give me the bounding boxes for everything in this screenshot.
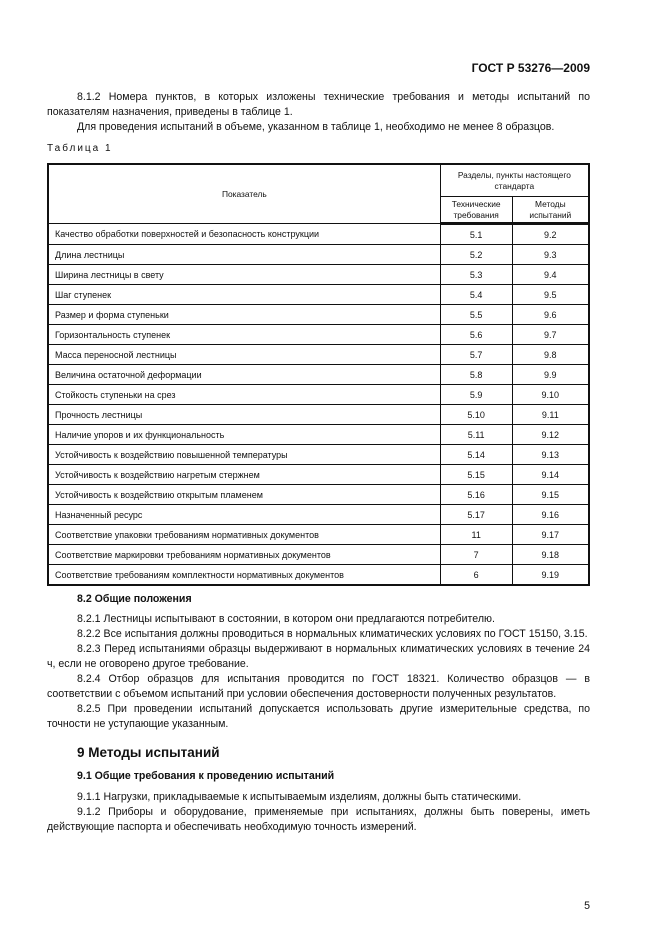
section-title: 9 Методы испытаний bbox=[77, 745, 220, 760]
indicator-cell: Соответствие маркировки требованиям норм… bbox=[47, 544, 441, 565]
paragraph: 9.1.2 Приборы и оборудование, применяемы… bbox=[47, 806, 590, 833]
paragraph-samples: Для проведения испытаний в объеме, указа… bbox=[77, 121, 555, 133]
indicator-cell: Масса переносной лестницы bbox=[47, 344, 441, 365]
indicator-cell: Устойчивость к воздействию повышенной те… bbox=[47, 444, 441, 465]
table-row: Устойчивость к воздействию нагретым стер… bbox=[47, 464, 590, 485]
method-cell: 9.3 bbox=[511, 244, 590, 265]
header-tech-requirements: Технические требования bbox=[439, 196, 513, 225]
tech-cell: 5.2 bbox=[439, 244, 513, 265]
table-row: Устойчивость к воздействию открытым плам… bbox=[47, 484, 590, 505]
subsection-title: 9.1 Общие требования к проведению испыта… bbox=[77, 770, 335, 782]
indicator-cell: Стойкость ступеньки на срез bbox=[47, 384, 441, 405]
paragraph-8-1-2: 8.1.2 Номера пунктов, в которых изложены… bbox=[47, 91, 590, 118]
table-row: Горизонтальность ступенек 5.6 9.7 bbox=[47, 324, 590, 345]
table-row: Длина лестницы 5.2 9.3 bbox=[47, 244, 590, 265]
tech-cell: 5.10 bbox=[439, 404, 513, 425]
tech-cell: 5.6 bbox=[439, 324, 513, 345]
header-sections: Разделы, пункты настоящего стандарта bbox=[439, 163, 590, 197]
tech-cell: 6 bbox=[439, 564, 513, 586]
method-cell: 9.13 bbox=[511, 444, 590, 465]
indicator-cell: Величина остаточной деформации bbox=[47, 364, 441, 385]
table-row: Размер и форма ступеньки 5.5 9.6 bbox=[47, 304, 590, 325]
method-cell: 9.15 bbox=[511, 484, 590, 505]
tech-cell: 5.15 bbox=[439, 464, 513, 485]
tech-cell: 5.5 bbox=[439, 304, 513, 325]
table-row: Устойчивость к воздействию повышенной те… bbox=[47, 444, 590, 465]
indicator-cell: Размер и форма ступеньки bbox=[47, 304, 441, 325]
indicator-cell: Соответствие требованиям комплектности н… bbox=[47, 564, 441, 586]
paragraph: 8.2.4 Отбор образцов для испытания прово… bbox=[47, 673, 590, 700]
document-code: ГОСТ Р 53276—2009 bbox=[471, 61, 590, 75]
table-row: Соответствие маркировки требованиям норм… bbox=[47, 544, 590, 565]
tech-cell: 5.17 bbox=[439, 504, 513, 525]
method-cell: 9.11 bbox=[511, 404, 590, 425]
table-row: Масса переносной лестницы 5.7 9.8 bbox=[47, 344, 590, 365]
method-cell: 9.12 bbox=[511, 424, 590, 445]
intro-section: 8.1.2 Номера пунктов, в которых изложены… bbox=[47, 90, 590, 135]
indicator-cell: Соответствие упаковки требованиям нормат… bbox=[47, 524, 441, 545]
table-row: Ширина лестницы в свету 5.3 9.4 bbox=[47, 264, 590, 285]
table-row: Наличие упоров и их функциональность 5.11… bbox=[47, 424, 590, 445]
method-cell: 9.16 bbox=[511, 504, 590, 525]
tech-cell: 5.14 bbox=[439, 444, 513, 465]
table-row: Соответствие упаковки требованиям нормат… bbox=[47, 524, 590, 545]
table-1: Показатель Разделы, пункты настоящего ст… bbox=[47, 163, 590, 586]
method-cell: 9.2 bbox=[511, 223, 590, 245]
indicator-cell: Наличие упоров и их функциональность bbox=[47, 424, 441, 445]
tech-cell: 5.11 bbox=[439, 424, 513, 445]
method-cell: 9.9 bbox=[511, 364, 590, 385]
method-cell: 9.10 bbox=[511, 384, 590, 405]
method-cell: 9.4 bbox=[511, 264, 590, 285]
page-number: 5 bbox=[584, 900, 590, 912]
tech-cell: 5.8 bbox=[439, 364, 513, 385]
tech-cell: 5.16 bbox=[439, 484, 513, 505]
method-cell: 9.18 bbox=[511, 544, 590, 565]
table-row: Шаг ступенек 5.4 9.5 bbox=[47, 284, 590, 305]
indicator-cell: Устойчивость к воздействию нагретым стер… bbox=[47, 464, 441, 485]
header-test-methods: Методы испытаний bbox=[511, 196, 590, 225]
tech-cell: 5.1 bbox=[439, 223, 513, 245]
section-8-2: 8.2 Общие положения 8.2.1 Лестницы испыт… bbox=[47, 592, 590, 732]
method-cell: 9.17 bbox=[511, 524, 590, 545]
indicator-cell: Горизонтальность ступенек bbox=[47, 324, 441, 345]
table-row: Соответствие требованиям комплектности н… bbox=[47, 564, 590, 586]
table-row: Стойкость ступеньки на срез 5.9 9.10 bbox=[47, 384, 590, 405]
table-row: Назначенный ресурс 5.17 9.16 bbox=[47, 504, 590, 525]
paragraph: 8.2.2 Все испытания должны проводиться в… bbox=[77, 628, 588, 640]
method-cell: 9.14 bbox=[511, 464, 590, 485]
tech-cell: 11 bbox=[439, 524, 513, 545]
indicator-cell: Качество обработки поверхностей и безопа… bbox=[47, 223, 441, 245]
header-indicator: Показатель bbox=[47, 163, 441, 224]
method-cell: 9.5 bbox=[511, 284, 590, 305]
method-cell: 9.19 bbox=[511, 564, 590, 586]
indicator-cell: Шаг ступенек bbox=[47, 284, 441, 305]
paragraph: 8.2.1 Лестницы испытывают в состоянии, в… bbox=[77, 613, 495, 625]
table-row: Величина остаточной деформации 5.8 9.9 bbox=[47, 364, 590, 385]
tech-cell: 5.4 bbox=[439, 284, 513, 305]
method-cell: 9.8 bbox=[511, 344, 590, 365]
indicator-cell: Прочность лестницы bbox=[47, 404, 441, 425]
indicator-cell: Устойчивость к воздействию открытым плам… bbox=[47, 484, 441, 505]
paragraph: 8.2.3 Перед испытаниями образцы выдержив… bbox=[47, 643, 590, 670]
method-cell: 9.7 bbox=[511, 324, 590, 345]
indicator-cell: Назначенный ресурс bbox=[47, 504, 441, 525]
paragraph: 8.2.5 При проведении испытаний допускает… bbox=[47, 703, 590, 730]
table-caption: Таблица 1 bbox=[47, 143, 113, 154]
tech-cell: 5.9 bbox=[439, 384, 513, 405]
paragraph: 9.1.1 Нагрузки, прикладываемые к испытыв… bbox=[77, 791, 522, 803]
tech-cell: 7 bbox=[439, 544, 513, 565]
section-9: 9 Методы испытаний 9.1 Общие требования … bbox=[47, 745, 590, 835]
tech-cell: 5.3 bbox=[439, 264, 513, 285]
table-row: Качество обработки поверхностей и безопа… bbox=[47, 223, 590, 245]
table-row: Прочность лестницы 5.10 9.11 bbox=[47, 404, 590, 425]
section-title: 8.2 Общие положения bbox=[77, 593, 192, 605]
tech-cell: 5.7 bbox=[439, 344, 513, 365]
method-cell: 9.6 bbox=[511, 304, 590, 325]
indicator-cell: Ширина лестницы в свету bbox=[47, 264, 441, 285]
indicator-cell: Длина лестницы bbox=[47, 244, 441, 265]
